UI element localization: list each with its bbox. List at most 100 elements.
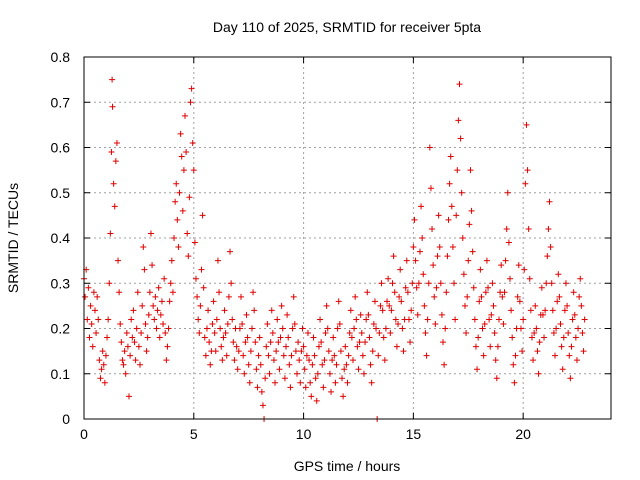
data-point — [424, 316, 431, 323]
data-point — [298, 348, 305, 355]
data-point — [245, 361, 252, 368]
data-point — [370, 320, 377, 327]
data-point — [522, 180, 529, 187]
data-point — [355, 366, 362, 373]
data-point — [419, 235, 426, 241]
data-point — [455, 117, 462, 124]
data-point — [323, 302, 330, 309]
data-point — [122, 370, 129, 377]
data-point — [517, 325, 524, 332]
data-point — [404, 289, 411, 296]
data-point — [561, 307, 568, 314]
data-point — [160, 320, 167, 327]
data-point — [274, 316, 281, 323]
data-point — [325, 348, 332, 355]
data-point — [364, 289, 371, 296]
data-point — [498, 262, 505, 269]
data-point — [470, 284, 477, 291]
data-point — [425, 280, 432, 287]
data-point — [389, 280, 396, 287]
data-point — [463, 330, 470, 337]
data-point — [336, 320, 343, 327]
data-point — [559, 366, 566, 373]
data-point — [496, 316, 503, 323]
data-point — [437, 280, 444, 287]
data-point — [85, 284, 92, 291]
data-point — [379, 307, 386, 314]
data-point — [161, 275, 168, 282]
data-point — [386, 302, 393, 309]
data-point — [440, 339, 447, 346]
data-point — [489, 280, 496, 287]
data-point — [413, 284, 420, 291]
data-point — [243, 311, 250, 318]
data-point — [189, 139, 196, 146]
data-point — [354, 343, 361, 350]
data-point — [486, 316, 493, 323]
data-point — [360, 370, 367, 377]
data-point — [542, 307, 549, 314]
data-point — [308, 393, 315, 400]
data-point — [557, 320, 564, 327]
data-point — [499, 293, 506, 300]
data-point — [550, 330, 557, 337]
data-point — [363, 316, 370, 323]
data-point — [328, 388, 335, 395]
data-point — [143, 348, 150, 355]
data-point — [100, 361, 107, 368]
data-point — [258, 388, 265, 395]
data-point — [110, 180, 117, 187]
data-point — [472, 343, 479, 350]
data-point — [158, 298, 165, 305]
data-point — [198, 266, 205, 273]
data-point — [544, 253, 551, 260]
data-point — [287, 384, 294, 391]
data-point — [285, 334, 292, 341]
data-point — [402, 284, 409, 291]
x-tick-label: 10 — [296, 426, 312, 442]
data-point — [377, 302, 384, 309]
data-point — [238, 293, 245, 300]
data-point — [422, 330, 429, 337]
data-point — [580, 348, 587, 355]
data-point — [420, 271, 427, 278]
y-tick-label: 0.8 — [51, 49, 71, 65]
data-point — [314, 370, 321, 377]
data-point — [150, 302, 157, 309]
data-point — [216, 289, 223, 296]
data-point — [491, 330, 498, 337]
data-point — [174, 216, 181, 223]
data-point — [447, 153, 454, 160]
data-point — [295, 339, 302, 346]
data-point — [398, 298, 405, 305]
data-point — [166, 298, 173, 305]
y-tick-labels: 0 0.1 0.2 0.3 0.4 0.5 0.6 0.7 0.8 — [51, 49, 71, 427]
data-point — [99, 348, 106, 355]
data-point — [291, 320, 298, 327]
data-point — [155, 284, 162, 291]
data-point — [384, 298, 391, 305]
data-point — [286, 361, 293, 368]
y-tick-label: 0.1 — [51, 366, 71, 382]
data-point — [177, 130, 184, 137]
data-point — [453, 212, 460, 219]
data-point — [567, 375, 574, 382]
data-point — [373, 325, 380, 332]
data-point — [320, 384, 327, 391]
data-point — [256, 334, 263, 341]
data-point — [436, 244, 443, 251]
data-point — [519, 348, 526, 355]
data-point — [242, 339, 249, 346]
data-point — [90, 289, 97, 296]
x-tick-label: 0 — [80, 426, 88, 442]
data-point — [187, 99, 194, 106]
data-point — [514, 293, 521, 300]
data-point — [94, 293, 101, 300]
data-point — [572, 334, 579, 341]
data-point — [521, 266, 528, 273]
data-point — [144, 334, 151, 341]
data-point — [375, 352, 382, 359]
y-tick-label: 0.3 — [51, 275, 71, 291]
data-point — [556, 293, 563, 300]
data-point — [353, 316, 360, 323]
